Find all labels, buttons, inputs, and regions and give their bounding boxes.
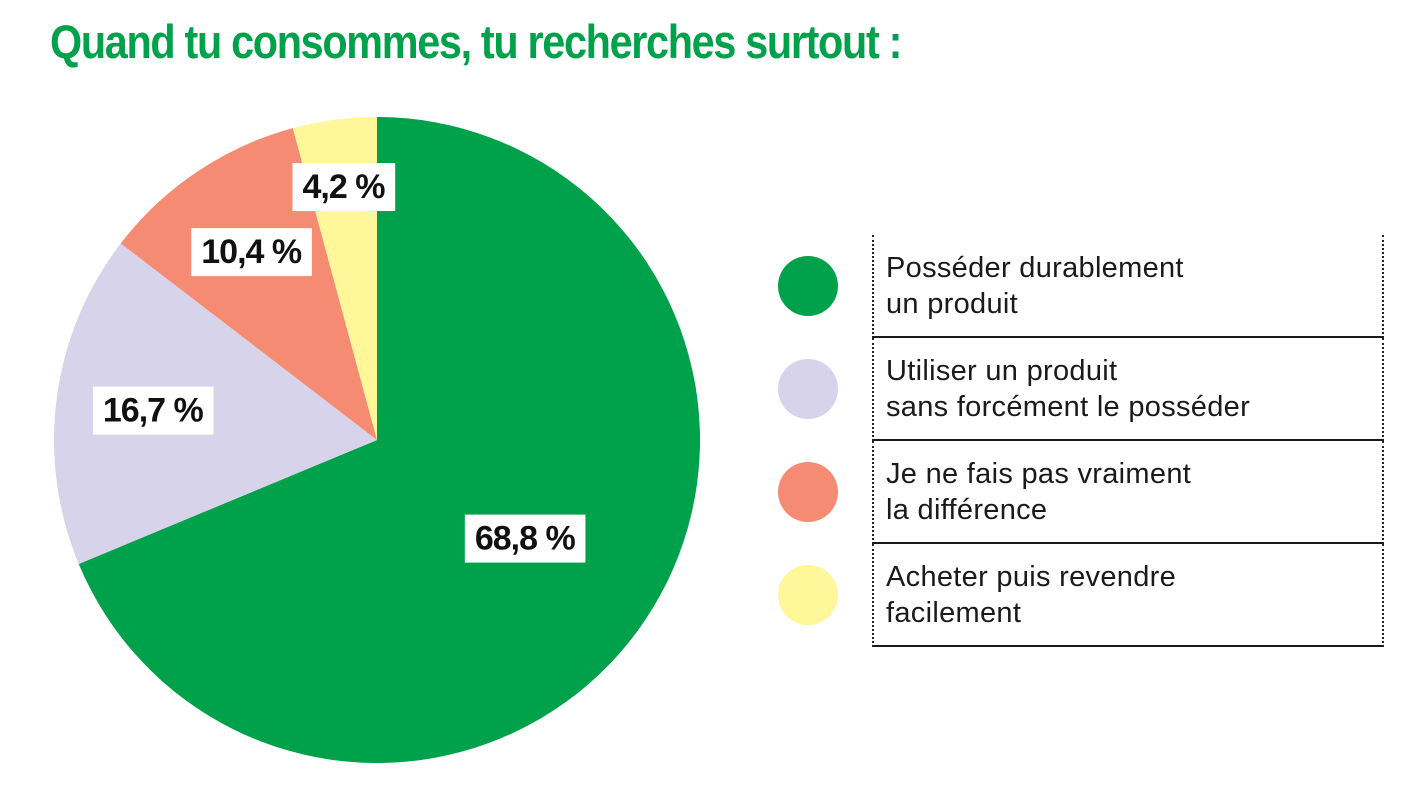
slice-label-box (191, 228, 312, 277)
legend-label: Posséder durablement un produit (886, 250, 1184, 322)
legend-label-line: sans forcément le posséder (886, 391, 1251, 423)
legend-label-line: un produit (886, 288, 1018, 320)
pie-slices (53, 117, 700, 763)
legend-label-line: la différence (886, 494, 1048, 526)
slice-label: 16,7 % (92, 386, 214, 435)
pie-slice (53, 243, 378, 564)
slice-label-text: 68,8 % (475, 520, 576, 558)
slice-label-text: 4,2 % (302, 168, 385, 206)
legend-swatch (778, 462, 838, 522)
slice-label: 4,2 % (292, 163, 396, 212)
pie-slice (78, 117, 700, 763)
chart-title: Quand tu consommes, tu recherches surtou… (50, 15, 902, 68)
legend-item: Posséder durablement un produit (778, 235, 1384, 338)
legend-item: Utiliser un produit sans forcément le pos… (778, 338, 1384, 441)
slice-label-box (292, 163, 396, 212)
legend-label-box: Je ne fais pas vraiment la différence (872, 441, 1384, 544)
legend-label-box: Utiliser un produit sans forcément le pos… (872, 338, 1384, 441)
legend-label-line: Acheter puis revendre (886, 561, 1177, 593)
legend-label-line: Je ne fais pas vraiment (886, 458, 1192, 490)
legend-swatch (778, 359, 838, 419)
legend-label: Je ne fais pas vraiment la différence (886, 456, 1191, 528)
legend: Posséder durablement un produit Utiliser u… (778, 235, 1384, 647)
legend-item: Je ne fais pas vraiment la différence (778, 441, 1384, 544)
pie-labels: 68,8 % 16,7 % 10,4 %4,2 % (92, 163, 586, 563)
slice-label-text: 16,7 % (103, 392, 204, 430)
legend-label-box: Posséder durablement un produit (872, 235, 1384, 338)
legend-label-line: facilement (886, 597, 1022, 629)
legend-item: Acheter puis revendre facilement (778, 544, 1384, 647)
legend-label-box: Acheter puis revendre facilement (872, 544, 1384, 647)
legend-label-line: Utiliser un produit (886, 355, 1118, 387)
slice-label-box (92, 386, 214, 435)
legend-label-line: Posséder durablement (886, 252, 1184, 284)
legend-swatch (778, 565, 838, 625)
slice-label-box (464, 514, 586, 563)
slice-label-text: 10,4 % (201, 233, 302, 271)
slice-label: 10,4 % (191, 228, 312, 277)
slice-label: 68,8 % (464, 514, 586, 563)
legend-label: Utiliser un produit sans forcément le pos… (886, 353, 1250, 425)
legend-label: Acheter puis revendre facilement (886, 559, 1176, 631)
legend-swatch (778, 256, 838, 316)
